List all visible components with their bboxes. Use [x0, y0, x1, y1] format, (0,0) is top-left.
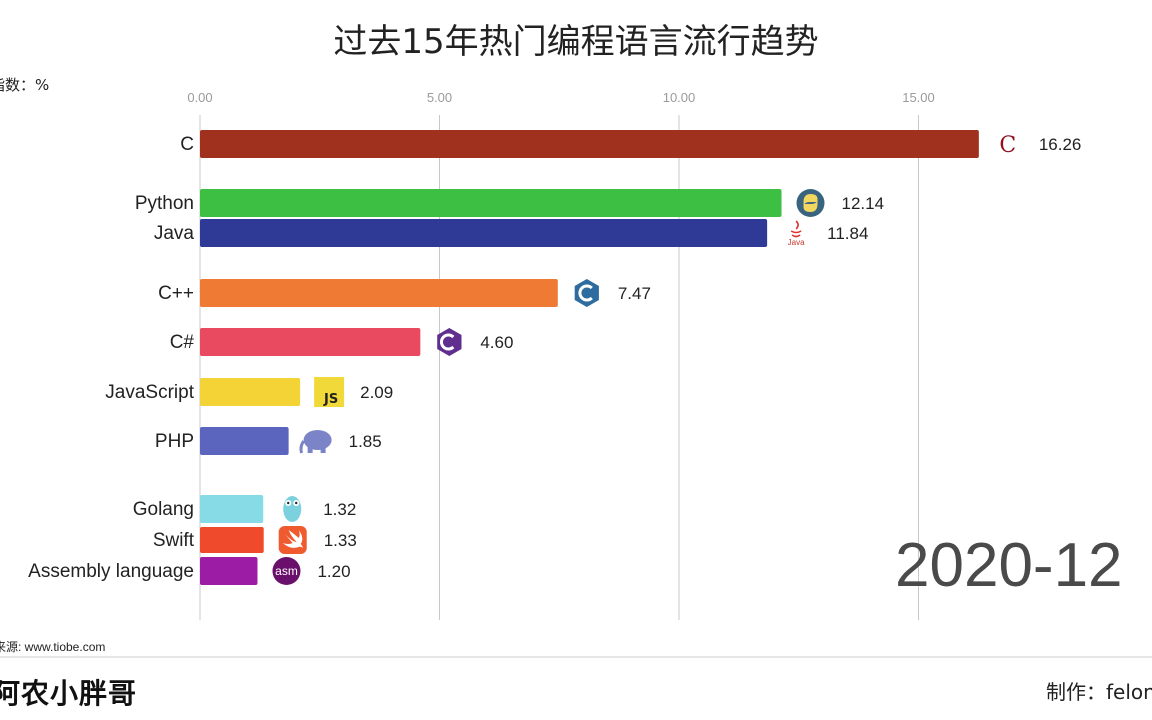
value-label: 12.14	[842, 194, 885, 213]
category-label: Python	[135, 193, 194, 214]
category-label: C#	[170, 332, 195, 353]
cpp-logo-icon	[574, 279, 599, 307]
bar	[200, 279, 558, 307]
category-label: C++	[158, 283, 194, 304]
source-label: 来源: www.tiobe.com	[0, 640, 106, 654]
svg-text:asm: asm	[275, 564, 298, 578]
brand-logo-text: 阿农小胖哥	[0, 677, 138, 710]
x-tick-label: 5.00	[427, 90, 452, 105]
bar	[200, 328, 421, 356]
svg-text:C: C	[999, 133, 1016, 158]
category-label: Swift	[153, 530, 195, 551]
c-logo-icon: C	[999, 133, 1016, 158]
javascript-logo-icon: JS	[314, 377, 345, 407]
value-label: 1.32	[323, 500, 356, 519]
java-logo-icon: Java	[788, 220, 805, 247]
svg-text:Java: Java	[788, 238, 805, 247]
category-label: Java	[154, 223, 195, 244]
value-label: 11.84	[827, 224, 868, 243]
footer-divider	[0, 656, 1152, 658]
category-label: Assembly language	[28, 561, 194, 582]
value-label: 16.26	[1039, 135, 1082, 154]
value-label: 4.60	[480, 333, 513, 352]
csharp-logo-icon	[437, 328, 462, 356]
value-label: 1.20	[317, 562, 350, 581]
category-label: PHP	[155, 431, 194, 452]
category-label: JavaScript	[105, 382, 194, 403]
bar	[200, 557, 258, 585]
unit-label: 指数：%	[0, 76, 50, 94]
value-label: 2.09	[360, 383, 393, 402]
category-label: C	[180, 134, 194, 155]
value-label: 1.85	[349, 432, 382, 451]
category-label: Golang	[133, 499, 194, 520]
x-tick-label: 0.00	[187, 90, 212, 105]
bar	[200, 130, 979, 158]
chart-title: 过去15年热门编程语言流行趋势	[333, 22, 819, 62]
bar	[200, 219, 768, 247]
bar	[200, 427, 289, 455]
x-tick-label: 10.00	[663, 90, 696, 105]
value-label: 1.33	[324, 531, 357, 550]
bar	[200, 527, 264, 553]
php-elephant-icon	[299, 430, 332, 454]
maker-label: 制作：felon	[1046, 680, 1152, 704]
assembly-asm-icon: asm	[272, 557, 301, 585]
golang-gopher-icon	[283, 496, 302, 522]
bar	[200, 189, 782, 217]
x-tick-label: 15.00	[902, 90, 935, 105]
python-logo-icon	[796, 189, 825, 217]
value-label: 7.47	[618, 284, 651, 303]
bar	[200, 378, 301, 406]
svg-text:JS: JS	[323, 392, 338, 407]
bar	[200, 495, 264, 523]
date-label: 2020-12	[895, 531, 1123, 600]
swift-logo-icon	[278, 526, 307, 554]
